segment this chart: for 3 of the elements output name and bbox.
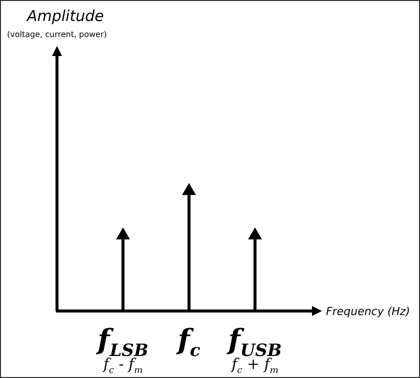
text: Amplitude bbox=[26, 7, 104, 25]
x-axis-title: Frequency (Hz) bbox=[326, 305, 410, 318]
text: (voltage, current, power) bbox=[7, 30, 107, 39]
